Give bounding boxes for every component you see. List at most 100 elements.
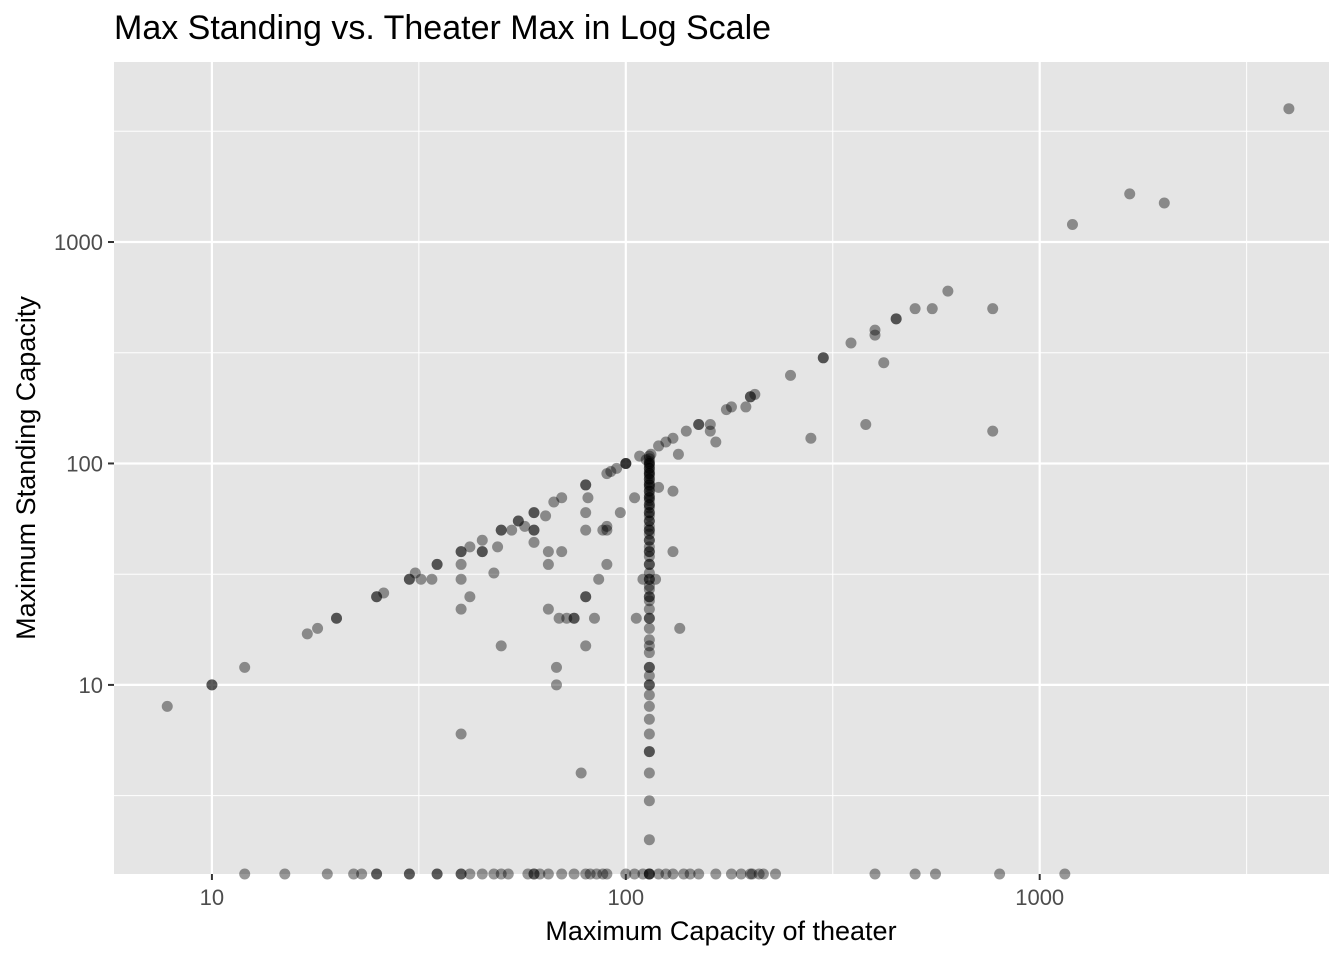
data-point: [161, 700, 173, 712]
data-point: [605, 465, 617, 477]
data-point: [528, 524, 540, 536]
data-point: [620, 457, 632, 469]
data-point: [582, 492, 594, 504]
data-point: [693, 868, 705, 880]
data-point: [426, 573, 438, 585]
data-point: [643, 477, 655, 489]
data-point: [660, 436, 672, 448]
data-point: [710, 436, 722, 448]
data-point: [206, 679, 218, 691]
data-point: [506, 524, 518, 536]
data-point: [464, 541, 476, 553]
data-point: [643, 647, 655, 659]
data-point: [403, 573, 415, 585]
data-point: [620, 457, 632, 469]
data-point: [403, 868, 415, 880]
data-point: [785, 369, 797, 381]
data-point: [725, 401, 737, 413]
data-point: [643, 868, 655, 880]
data-point: [1124, 188, 1136, 200]
y-tick-label: 100: [66, 451, 103, 476]
data-point: [817, 352, 829, 364]
data-point: [890, 313, 902, 325]
data-point: [684, 868, 696, 880]
data-point: [542, 558, 554, 570]
data-point: [643, 492, 655, 504]
data-point: [637, 868, 649, 880]
minor-gridlines: [114, 62, 1329, 874]
data-point: [637, 573, 649, 585]
data-point: [476, 546, 488, 558]
data-point: [735, 868, 747, 880]
data-point: [580, 591, 592, 603]
x-tick-label: 100: [607, 885, 644, 910]
data-point: [643, 515, 655, 527]
chart-title: Max Standing vs. Theater Max in Log Scal…: [114, 9, 771, 47]
data-point: [645, 448, 657, 460]
data-point: [643, 746, 655, 758]
data-point: [643, 534, 655, 546]
data-point: [770, 868, 782, 880]
data-point: [643, 795, 655, 807]
data-point: [643, 459, 655, 471]
data-point: [556, 868, 568, 880]
data-point: [869, 329, 881, 341]
data-point: [643, 689, 655, 701]
data-point: [643, 591, 655, 603]
data-point: [455, 546, 467, 558]
data-point: [455, 728, 467, 740]
data-point: [568, 868, 580, 880]
data-point: [1066, 218, 1078, 230]
data-point: [674, 622, 686, 634]
data-point: [643, 546, 655, 558]
data-point: [643, 502, 655, 514]
data-point: [643, 473, 655, 485]
data-point: [678, 868, 690, 880]
data-point: [403, 573, 415, 585]
data-point: [693, 418, 705, 430]
data-point: [643, 640, 655, 652]
data-point: [643, 868, 655, 880]
data-point: [512, 515, 524, 527]
data-point: [643, 495, 655, 507]
data-point: [643, 700, 655, 712]
data-point: [653, 868, 665, 880]
data-point: [643, 558, 655, 570]
data-point: [643, 499, 655, 511]
major-gridlines: [114, 62, 1329, 874]
data-point: [378, 587, 390, 599]
data-point: [643, 510, 655, 522]
y-axis-title: Maximum Standing Capacity: [11, 296, 41, 640]
data-point: [580, 640, 592, 652]
data-point: [580, 507, 592, 519]
data-point: [593, 573, 605, 585]
data-point: [643, 573, 655, 585]
data-point: [643, 612, 655, 624]
data-point: [845, 337, 857, 349]
data-point: [495, 640, 507, 652]
data-points: [161, 103, 1295, 846]
data-point: [753, 868, 765, 880]
data-point: [704, 418, 716, 430]
data-point: [455, 868, 467, 880]
data-point: [643, 473, 655, 485]
data-point: [643, 489, 655, 501]
data-point: [643, 558, 655, 570]
data-point: [495, 868, 507, 880]
data-point: [667, 546, 679, 558]
data-point: [597, 524, 609, 536]
points-at-axis-floor: [239, 868, 1071, 880]
data-point: [805, 432, 817, 444]
data-point: [643, 479, 655, 491]
y-axis: 10 100 1000: [54, 230, 114, 698]
y-tick-label: 1000: [54, 230, 103, 255]
data-point: [744, 391, 756, 403]
data-point: [909, 868, 921, 880]
data-point: [744, 868, 756, 880]
data-point: [643, 634, 655, 646]
data-point: [512, 515, 524, 527]
data-point: [643, 661, 655, 673]
data-point: [643, 528, 655, 540]
data-point: [909, 303, 921, 315]
